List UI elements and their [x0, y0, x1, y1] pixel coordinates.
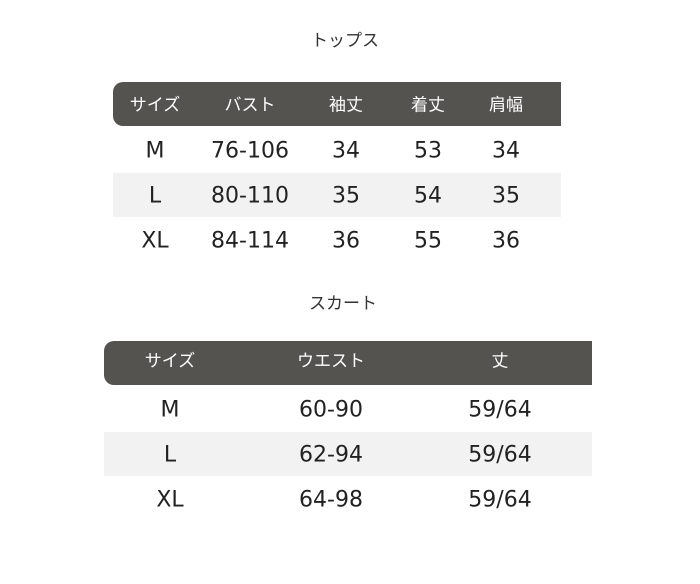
tops-header-cell: バスト [224, 95, 276, 116]
skirt-stripe-row [104, 432, 592, 476]
tops-table-cell: 84-114 [211, 228, 289, 254]
tops-header-bar [113, 82, 561, 126]
tops-stripe-row [113, 173, 561, 217]
tops-table-cell: 35 [492, 183, 520, 209]
tops-header-cell: サイズ [129, 95, 181, 116]
skirt-table-cell: 60-90 [299, 397, 363, 423]
tops-table-cell: M [145, 138, 165, 164]
skirt-table-cell: 62-94 [299, 442, 363, 468]
skirt-header-cell: 丈 [491, 351, 509, 372]
skirt-table-cell: XL [156, 487, 184, 513]
tops-table-cell: 34 [492, 138, 520, 164]
skirt-table-cell: L [163, 442, 177, 468]
tops-title: トップス [311, 31, 379, 51]
tops-table-cell: 54 [414, 183, 442, 209]
tops-header-cell: 袖丈 [329, 95, 363, 116]
tops-table-cell: L [148, 183, 162, 209]
tops-table-cell: 53 [414, 138, 442, 164]
tops-table-cell: 34 [332, 138, 360, 164]
skirt-table-cell: M [160, 397, 180, 423]
tops-table-cell: 36 [332, 228, 360, 254]
skirt-table-cell: 64-98 [299, 487, 363, 513]
skirt-header-cell: サイズ [144, 351, 196, 372]
skirt-title: スカート [309, 294, 377, 314]
tops-header-cell: 肩幅 [489, 95, 523, 116]
tops-header-cell: 着丈 [411, 95, 445, 116]
skirt-table-cell: 59/64 [468, 442, 532, 468]
tops-table-cell: 55 [414, 228, 442, 254]
skirt-header-bar [104, 341, 592, 385]
tops-table-cell: 80-110 [211, 183, 289, 209]
skirt-table-cell: 59/64 [468, 487, 532, 513]
tops-table-cell: 35 [332, 183, 360, 209]
tops-table-cell: 76-106 [211, 138, 289, 164]
skirt-header-cell: ウエスト [297, 351, 365, 372]
tops-table-cell: 36 [492, 228, 520, 254]
skirt-table-cell: 59/64 [468, 397, 532, 423]
tops-table-cell: XL [141, 228, 169, 254]
